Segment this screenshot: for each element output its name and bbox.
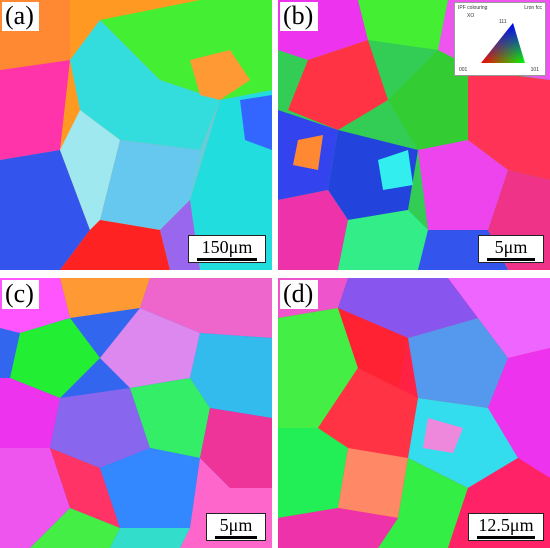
panel-label-b: (b) <box>280 2 319 31</box>
ipf-color-key: IPF colouring XO Lron fcc 111 001 101 <box>454 2 546 76</box>
scale-text-c: 5μm <box>219 515 253 535</box>
micrograph-panel-b: IPF colouring XO Lron fcc 111 001 101 (b… <box>278 0 550 270</box>
micrograph-panel-d: (d) 12.5μm <box>278 278 550 548</box>
micrograph-panel-a: (a) 150μm <box>0 0 272 270</box>
ipf-corner-top: 111 <box>499 19 507 25</box>
grain-map-d <box>278 278 550 548</box>
grain-map-b <box>278 0 550 270</box>
scale-line-a <box>197 258 257 261</box>
scale-text-d: 12.5μm <box>478 515 534 535</box>
ipf-corner-right: 101 <box>530 67 539 73</box>
panel-label-a: (a) <box>2 2 39 31</box>
scale-text-a: 150μm <box>201 237 253 257</box>
grain-map-a <box>0 0 272 270</box>
scale-line-d <box>477 536 535 539</box>
micrograph-panel-c: (c) 5μm <box>0 278 272 548</box>
scale-bar-b: 5μm <box>478 235 544 263</box>
ipf-axis: XO <box>467 13 475 19</box>
ipf-phase: Lron fcc <box>524 5 542 11</box>
scale-line-c <box>215 536 257 539</box>
grain-map-c <box>0 278 272 548</box>
scale-text-b: 5μm <box>494 237 528 257</box>
scale-bar-d: 12.5μm <box>468 513 544 541</box>
panel-label-d: (d) <box>280 280 319 309</box>
scale-bar-a: 150μm <box>188 235 266 263</box>
ipf-triangle <box>481 23 525 63</box>
ipf-corner-left: 001 <box>459 67 468 73</box>
ipf-title: IPF colouring <box>458 5 488 11</box>
scale-bar-c: 5μm <box>206 513 266 541</box>
panel-label-c: (c) <box>2 280 39 309</box>
scale-line-b <box>487 258 535 261</box>
